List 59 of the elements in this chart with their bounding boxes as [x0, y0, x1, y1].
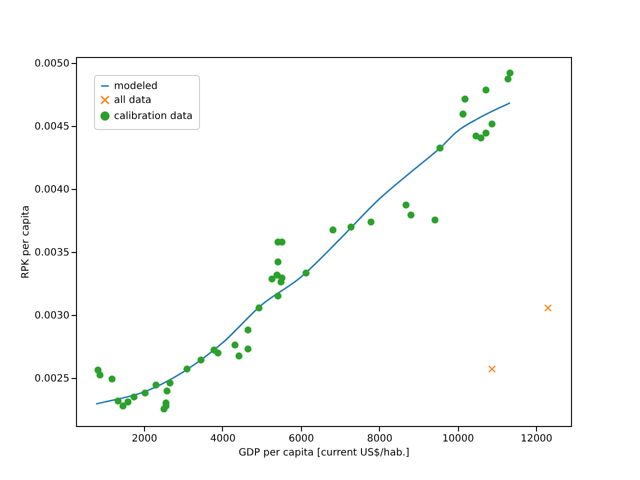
x-tick-label: 2000	[132, 434, 158, 444]
point	[488, 365, 496, 373]
y-tick-label: 0.0030	[34, 310, 70, 322]
point	[302, 270, 310, 277]
point	[436, 144, 444, 152]
point	[329, 226, 337, 234]
point	[244, 326, 252, 334]
point	[183, 366, 191, 373]
point	[96, 371, 104, 379]
point	[506, 69, 514, 77]
point	[482, 130, 490, 137]
point	[235, 352, 243, 360]
y-tick-label: 0.0050	[34, 58, 70, 70]
line-series	[95, 102, 511, 405]
point	[278, 274, 286, 282]
y-tick-label: 0.0035	[34, 248, 70, 259]
point	[347, 224, 355, 231]
point	[124, 398, 132, 406]
point	[255, 304, 263, 312]
point	[163, 387, 171, 395]
point	[268, 275, 276, 283]
point	[544, 304, 552, 312]
x-tick-label: 6000	[288, 434, 314, 444]
point	[431, 216, 439, 224]
point	[274, 258, 282, 266]
point	[214, 350, 222, 357]
point	[477, 134, 485, 142]
y-axis-title: RPK per capita	[20, 205, 32, 279]
point	[273, 272, 281, 279]
y-tick-label: 0.0040	[34, 184, 70, 196]
legend-label: calibration data	[114, 111, 193, 122]
point	[152, 382, 160, 389]
x-tick-label: 8000	[366, 434, 392, 444]
y-tick-label: 0.0045	[34, 122, 70, 133]
point	[461, 96, 469, 103]
point	[488, 120, 496, 128]
point	[407, 211, 415, 219]
point	[114, 398, 122, 405]
point	[197, 356, 205, 364]
point	[482, 86, 490, 94]
point	[130, 393, 138, 401]
point	[402, 202, 410, 209]
point	[504, 76, 512, 83]
point	[274, 292, 282, 300]
point	[459, 110, 467, 118]
y-tick-label: 0.0025	[34, 374, 70, 384]
x-tick-label: 10000	[442, 434, 474, 444]
point	[119, 402, 127, 410]
x-tick-label: 4000	[210, 434, 236, 444]
point	[244, 345, 252, 353]
x-tick-label: 12000	[520, 434, 552, 444]
point	[166, 380, 174, 387]
legend-label: modeled	[114, 81, 158, 92]
legend-label: all data	[114, 95, 152, 106]
point	[231, 341, 239, 349]
point	[142, 389, 149, 397]
point	[108, 375, 116, 383]
point	[367, 218, 375, 226]
x-axis-title: GDP per capita [current US$/hab.]	[238, 448, 410, 458]
